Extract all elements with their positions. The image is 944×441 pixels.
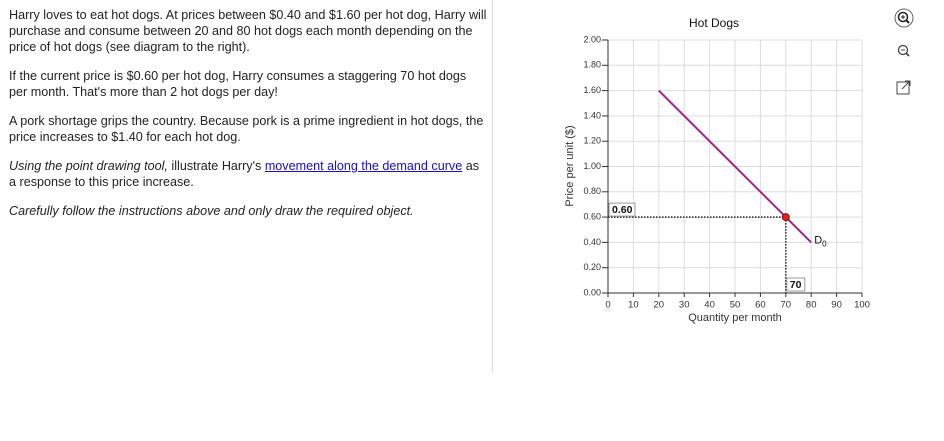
y-tick-label: 0.20 (583, 262, 601, 272)
x-tick-label: 0 (605, 300, 610, 311)
paragraph: Carefully follow the instructions above … (9, 203, 487, 219)
y-tick-label: 1.60 (583, 85, 601, 95)
curve-name: D (814, 234, 822, 246)
x-tick-label: 100 (854, 300, 870, 311)
expand-button[interactable] (896, 80, 911, 95)
italic-text: Carefully follow the instructions above … (9, 204, 414, 218)
link[interactable]: movement along the demand curve (264, 159, 463, 173)
paragraph: A pork shortage grips the country. Becau… (9, 114, 484, 144)
curve-subscript: 0 (822, 240, 827, 249)
zoom-in-button[interactable] (894, 8, 914, 28)
x-tick-label: 80 (806, 300, 817, 311)
zoom-out-button[interactable] (897, 44, 910, 57)
text: illustrate Harry's (167, 159, 265, 173)
y-tick-label: 0.40 (583, 237, 601, 247)
x-tick-label: 70 (781, 300, 792, 311)
paragraph: If the current price is $0.60 per hot do… (9, 69, 467, 99)
curve-label: D0 (814, 234, 827, 248)
paragraph: Harry loves to eat hot dogs. At prices b… (9, 8, 487, 54)
question-text: Harry loves to eat hot dogs. At prices b… (9, 7, 487, 232)
italic-text: Using the point drawing tool, (9, 159, 168, 173)
chart-title: Hot Dogs (689, 16, 739, 30)
label-box (786, 277, 806, 292)
quantity-label: 70 (790, 279, 802, 291)
x-tick-label: 40 (704, 300, 715, 311)
x-tick-label: 60 (755, 300, 766, 311)
y-tick-label: 1.20 (583, 136, 601, 146)
point (781, 213, 790, 222)
x-axis-label: Quantity per month (688, 312, 782, 324)
x-tick-label: 20 (654, 300, 665, 311)
price-label: 0.60 (612, 204, 633, 216)
y-tick-label: 2.00 (583, 34, 601, 44)
x-tick-label: 10 (628, 300, 639, 311)
x-tick-label: 90 (831, 300, 842, 311)
y-tick-label: 1.00 (583, 161, 601, 171)
label-box (608, 202, 636, 217)
x-tick-label: 50 (730, 300, 741, 311)
y-tick-label: 0.00 (583, 287, 601, 297)
divider (492, 0, 493, 373)
y-axis-label: Price per unit ($) (564, 125, 576, 206)
x-tick-label: 30 (679, 300, 690, 311)
y-tick-label: 1.40 (583, 110, 601, 120)
paragraph: Using the point drawing tool, illustrate… (9, 158, 487, 190)
y-tick-label: 1.80 (583, 60, 601, 70)
y-tick-label: 0.80 (583, 186, 601, 196)
y-tick-label: 0.60 (583, 211, 601, 221)
text: as a response to this price increase. (9, 159, 480, 189)
